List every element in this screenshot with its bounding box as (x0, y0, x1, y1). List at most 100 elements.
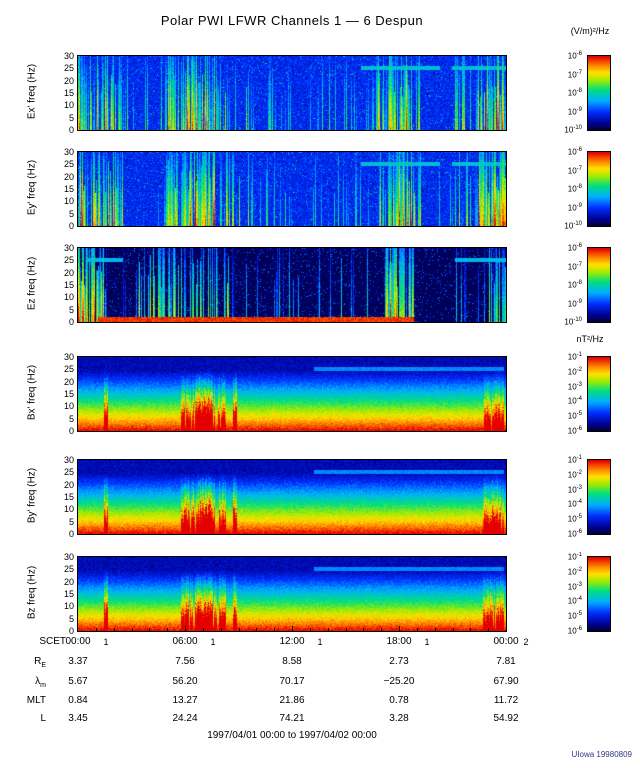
colorbar-tick-label: 10-8 (567, 184, 582, 194)
y-tick-label: 15 (63, 389, 74, 399)
colorbar-frame-by (587, 459, 611, 535)
y-tick-label: 10 (63, 601, 74, 612)
colorbar-tick-label: 10-1 (567, 352, 582, 362)
y-tick-label: 10 (63, 100, 74, 111)
credit-label: UIowa 19980809 (571, 750, 633, 759)
spectrogram-panel-ex (78, 56, 506, 130)
colorbar-ez (588, 248, 610, 322)
spectrogram-frame-ez (77, 247, 507, 323)
ephemeris-value: 3.28 (389, 713, 409, 724)
spectrogram-frame-bx (77, 356, 507, 432)
colorbar-tick-label: 10-6 (567, 626, 582, 636)
colorbar-frame-ey (587, 151, 611, 227)
colorbar-tick-label: 10-6 (567, 147, 582, 157)
ephemeris-value: 54.92 (493, 713, 519, 724)
y-tick-label: 25 (63, 364, 74, 375)
x-tick-mark (292, 626, 293, 631)
colorbar-tick-label: 10-10 (564, 221, 582, 231)
y-tick-label: 5 (68, 613, 74, 624)
y-tick-label: 30 (63, 147, 74, 157)
colorbar-tick-label: 10-6 (567, 51, 582, 61)
y-tick-label: 30 (63, 455, 74, 465)
y-tick-label: 10 (63, 401, 74, 412)
colorbar-tick-label: 10-2 (567, 469, 582, 480)
y-tick-label: 30 (63, 352, 74, 362)
colorbar-tick-label: 10-1 (567, 552, 582, 562)
y-tick-label: 20 (63, 171, 74, 182)
spectrogram-frame-by (77, 459, 507, 535)
panel-ylabel-bx: Bx' freq (Hz) (26, 364, 38, 421)
y-tick-label: 15 (63, 589, 74, 599)
x-tick-label: 12:00 (279, 636, 305, 647)
y-tick-label: 20 (63, 267, 74, 278)
colorbar-ex (588, 56, 610, 130)
y-tick-label: 20 (63, 75, 74, 86)
y-tick-label: 15 (63, 492, 74, 502)
x-day-label: 2 (523, 637, 529, 647)
y-tick-label: 0 (68, 125, 74, 135)
scet-axis-label: SCET (39, 636, 66, 647)
y-tick-label: 30 (63, 552, 74, 562)
colorbar-tick-label: 10-10 (564, 125, 582, 135)
colorbar-tick-label: 10-6 (567, 243, 582, 253)
x-tick-mark (345, 628, 347, 631)
y-tick-label: 0 (68, 317, 74, 327)
ephemeris-value: 0.78 (389, 695, 409, 706)
x-tick-mark (327, 628, 329, 631)
x-tick-mark (149, 628, 151, 631)
ephemeris-value: 11.72 (493, 695, 519, 706)
x-tick-mark (202, 628, 204, 631)
panel-ylabel-ez: Ez freq (Hz) (26, 256, 38, 311)
spectrogram-panel-bz (78, 557, 506, 631)
spectrogram-panel-by (78, 460, 506, 534)
colorbar-tick-label: 10-4 (567, 396, 582, 407)
ephemeris-value: 24.24 (172, 713, 198, 724)
y-tick-label: 20 (63, 479, 74, 490)
colorbar-frame-bz (587, 556, 611, 632)
y-tick-label: 5 (68, 208, 74, 219)
ephemeris-value: −25.20 (383, 676, 415, 687)
ephemeris-value: 0.84 (68, 695, 88, 706)
ephemeris-row-label: RE (34, 656, 46, 669)
colorbar-bx (588, 357, 610, 431)
date-range-label: 1997/04/01 00:00 to 1997/04/02 00:00 (207, 730, 377, 741)
y-tick-label: 5 (68, 112, 74, 123)
x-tick-mark (488, 628, 490, 631)
colorbar-tick-label: 10-8 (567, 88, 582, 98)
y-tick-label: 10 (63, 504, 74, 515)
y-tick-label: 5 (68, 304, 74, 315)
y-tick-label: 25 (63, 564, 74, 575)
colorbar-tick-label: 10-6 (567, 529, 582, 539)
colorbar-tick-label: 10-4 (567, 596, 582, 607)
ephemeris-value: 7.56 (175, 656, 195, 667)
x-tick-mark (256, 628, 258, 631)
x-tick-mark (238, 628, 240, 631)
y-tick-label: 0 (68, 221, 74, 231)
colorbar-tick-label: 10-3 (567, 581, 582, 592)
ephemeris-value: 3.45 (68, 713, 88, 724)
y-tick-label: 20 (63, 576, 74, 587)
colorbar-tick-label: 10-9 (567, 202, 582, 213)
panel-ylabel-bz: Bz freq (Hz) (26, 565, 38, 620)
colorbar-tick-label: 10-1 (567, 455, 582, 465)
colorbar-tick-label: 10-8 (567, 280, 582, 290)
ephemeris-value: 74.21 (279, 713, 305, 724)
ephemeris-value: 5.67 (68, 676, 88, 687)
colorbar-tick-label: 10-5 (567, 411, 582, 421)
ephemeris-value: 70.17 (279, 676, 305, 687)
x-tick-mark (95, 628, 97, 631)
y-tick-label: 30 (63, 51, 74, 61)
x-day-label: 1 (317, 637, 323, 647)
colorbar-tick-label: 10-5 (567, 611, 582, 621)
y-tick-label: 0 (68, 426, 74, 436)
x-day-label: 1 (103, 637, 109, 647)
y-tick-label: 0 (68, 529, 74, 539)
x-tick-mark (434, 628, 436, 631)
y-tick-label: 30 (63, 243, 74, 253)
spectrogram-frame-ey (77, 151, 507, 227)
x-day-label: 1 (210, 637, 216, 647)
x-tick-mark (113, 628, 115, 631)
colorbar-frame-ez (587, 247, 611, 323)
x-tick-mark (452, 628, 454, 631)
